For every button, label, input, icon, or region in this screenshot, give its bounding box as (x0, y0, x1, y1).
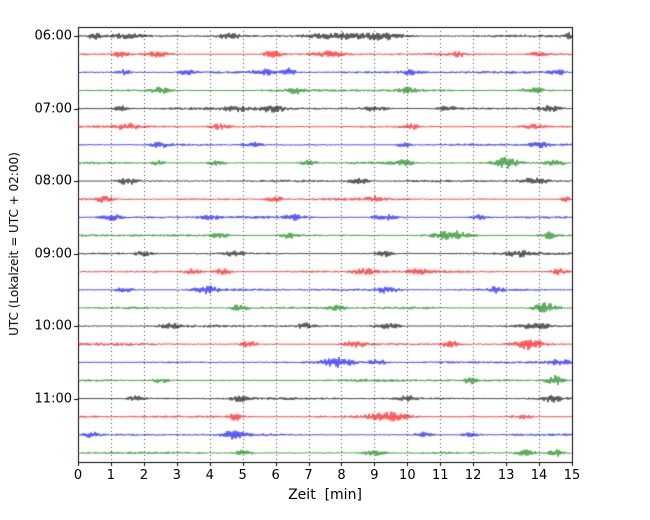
x-axis-title: Zeit [min] (288, 487, 362, 503)
x-tick-labels: 0 1 2 3 4 5 6 7 8 9 10 11 12 13 14 15 (0, 468, 650, 488)
x-tick-label-6: 6 (271, 468, 280, 483)
x-tick-label-0: 0 (73, 468, 83, 483)
x-tick-label-1: 1 (106, 468, 116, 483)
x-tick-label-2: 2 (139, 468, 148, 483)
x-tick-label-3: 3 (172, 468, 181, 483)
x-tick-label-13: 13 (497, 468, 515, 483)
x-tick-label-14: 14 (530, 468, 548, 483)
x-tick-label-4: 4 (205, 468, 214, 483)
x-tick-label-11: 11 (431, 468, 449, 483)
x-tick-label-5: 5 (238, 468, 247, 483)
x-tick-label-12: 12 (464, 468, 482, 483)
x-tick-label-7: 7 (304, 468, 313, 483)
y-axis-title: UTC (Lokalzeit = UTC + 02:00) (7, 152, 21, 336)
x-tick-label-8: 8 (337, 468, 346, 483)
x-tick-label-15: 15 (563, 468, 581, 483)
x-tick-label-10: 10 (399, 468, 416, 483)
x-tick-label-9: 9 (370, 468, 379, 483)
